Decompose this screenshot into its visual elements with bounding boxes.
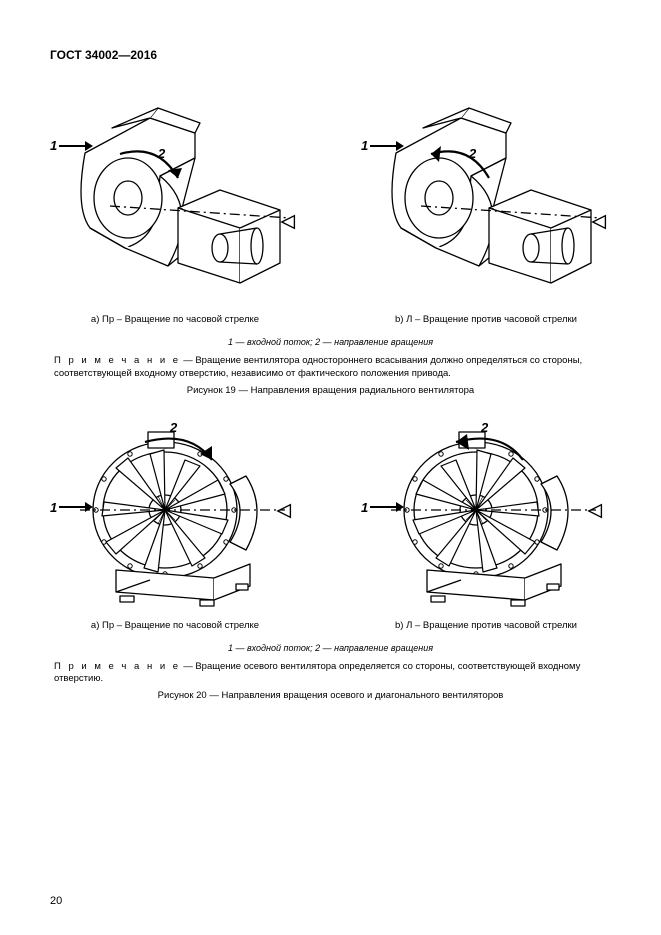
document-header: ГОСТ 34002—2016 [50, 48, 611, 62]
figure-19b-svg [361, 98, 611, 308]
label-1-text: 1 [50, 138, 57, 153]
label-1-text: 1 [361, 138, 368, 153]
figure-20-row: 1 2 a) Пр – Вращение по часовой стрелке [50, 424, 611, 631]
figure-19b-label-2: 2 [469, 146, 476, 161]
figure-20-note: П р и м е ч а н и е — Вращение осевого в… [54, 661, 607, 687]
figure-19b-holder: 1 2 [361, 98, 611, 308]
figure-20a-label-1: 1 [50, 500, 93, 515]
label-2-text: 2 [469, 146, 476, 161]
figure-19a-label-2: 2 [158, 146, 165, 161]
figure-19a-holder: 1 2 [50, 98, 300, 308]
figure-19a-svg [50, 98, 300, 308]
figure-19a-label-1: 1 [50, 138, 93, 153]
figure-20a-svg [50, 424, 300, 614]
note-dash: — [181, 661, 196, 672]
figure-19a-cell: 1 2 a) Пр – Вращение по часовой стрелке [50, 98, 300, 325]
figure-20b-holder: 1 2 [361, 424, 611, 614]
label-2-text: 2 [481, 420, 488, 435]
eye-icon [587, 502, 605, 520]
label-1-text: 1 [361, 500, 368, 515]
figure-20b-label-2: 2 [481, 420, 488, 435]
arrow-icon [59, 501, 93, 513]
document-page: ГОСТ 34002—2016 [0, 0, 661, 935]
note-label: П р и м е ч а н и е [54, 355, 181, 366]
figure-20b-label-1: 1 [361, 500, 404, 515]
figure-20-legend: 1 — входной поток; 2 — направление враще… [50, 643, 611, 653]
eye-icon [276, 502, 294, 520]
eye-icon [591, 213, 609, 231]
label-2-text: 2 [158, 146, 165, 161]
figure-20a-label-2: 2 [170, 420, 177, 435]
figure-20b-cell: 1 2 b) Л – Вращение против часовой стрел… [361, 424, 611, 631]
figure-19b-label-1: 1 [361, 138, 404, 153]
note-dash: — [181, 355, 196, 366]
label-2-text: 2 [170, 420, 177, 435]
figure-20b-caption: b) Л – Вращение против часовой стрелки [395, 620, 577, 631]
figure-19b-caption: b) Л – Вращение против часовой стрелки [395, 314, 577, 325]
figure-19a-caption: a) Пр – Вращение по часовой стрелке [91, 314, 259, 325]
figure-19-note: П р и м е ч а н и е — Вращение вентилято… [54, 355, 607, 381]
figure-20a-cell: 1 2 a) Пр – Вращение по часовой стрелке [50, 424, 300, 631]
arrow-icon [59, 140, 93, 152]
figure-20b-svg [361, 424, 611, 614]
page-number: 20 [50, 895, 62, 907]
figure-19-row: 1 2 a) Пр – Вращение по часовой стрелке [50, 98, 611, 325]
figure-19b-cell: 1 2 b) Л – Вращение против часовой стрел… [361, 98, 611, 325]
figure-19-title: Рисунок 19 — Направления вращения радиал… [50, 385, 611, 396]
figure-19-legend: 1 — входной поток; 2 — направление враще… [50, 337, 611, 347]
note-label: П р и м е ч а н и е [54, 661, 181, 672]
arrow-icon [370, 501, 404, 513]
arrow-icon [370, 140, 404, 152]
label-1-text: 1 [50, 500, 57, 515]
figure-20a-caption: a) Пр – Вращение по часовой стрелке [91, 620, 259, 631]
figure-20a-holder: 1 2 [50, 424, 300, 614]
eye-icon [280, 213, 298, 231]
figure-20-title: Рисунок 20 — Направления вращения осевог… [50, 690, 611, 701]
